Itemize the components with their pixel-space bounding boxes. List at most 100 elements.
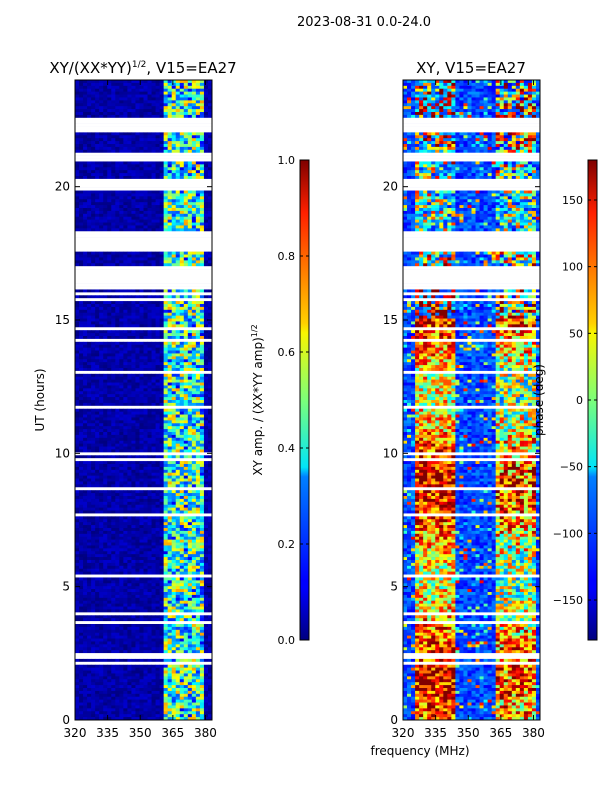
amp-cell [79, 388, 84, 392]
amp-cell [135, 510, 140, 514]
amp-cell [199, 484, 205, 488]
amp-cell [115, 472, 120, 476]
amp-cell [171, 208, 177, 212]
amp-cell [107, 85, 112, 90]
amp-cell [163, 213, 168, 218]
amp-cell [155, 528, 160, 532]
amp-cell [135, 400, 140, 404]
amp-cell [75, 210, 80, 215]
amp-cell [107, 190, 112, 194]
amp-cell [135, 309, 140, 314]
amp-cell [79, 472, 84, 476]
amp-cell [155, 530, 160, 535]
amp-cell [175, 222, 181, 226]
amp-cell [151, 225, 156, 229]
amp-cell [83, 304, 88, 308]
amp-cell [159, 490, 164, 494]
amp-cell [123, 397, 128, 401]
amp-cell [91, 568, 96, 572]
amp-cell [179, 516, 185, 520]
amp-cell [151, 533, 156, 538]
amp-cell [203, 321, 209, 325]
amp-cell [99, 391, 104, 395]
amp-cell [111, 135, 116, 139]
amp-cell [127, 379, 132, 383]
amp-cell [131, 82, 136, 87]
amp-cell [111, 528, 116, 532]
amp-cell [199, 333, 205, 337]
amp-cell [155, 344, 160, 348]
amp-cell [87, 516, 92, 520]
amp-cell [155, 251, 160, 255]
amp-cell [183, 333, 189, 337]
amp-cell [95, 213, 100, 218]
amp-cell [75, 109, 80, 113]
amp-cell [155, 309, 160, 314]
amp-cell [115, 455, 120, 459]
amp-cell [127, 376, 132, 380]
amp-cell [135, 542, 140, 546]
amp-cell [119, 562, 124, 567]
amp-cell [139, 577, 144, 581]
amp-cell [159, 391, 164, 395]
amp-cell [163, 135, 168, 139]
amp-cell [91, 350, 96, 354]
amp-cell [115, 490, 120, 494]
amp-cell [75, 577, 80, 581]
amp-cell [135, 394, 140, 398]
amp-cell [139, 254, 144, 258]
amp-cell [127, 82, 132, 87]
amp-cell [195, 80, 201, 84]
amp-cell [75, 420, 80, 424]
amp-cell [91, 376, 96, 380]
amp-cell [199, 336, 205, 340]
amp-cell [147, 219, 152, 223]
amp-cell [91, 106, 96, 110]
amp-cell [135, 548, 140, 552]
amp-cell [159, 528, 164, 532]
amp-cell [183, 356, 189, 360]
amp-cell [103, 580, 108, 584]
amp-cell [103, 315, 108, 319]
amp-cell [131, 562, 136, 567]
amp-cell [203, 91, 209, 95]
amp-cell [191, 536, 197, 540]
amp-cell [207, 388, 212, 392]
amp-cell [103, 545, 108, 549]
amp-cell [95, 106, 100, 110]
amp-cell [151, 97, 156, 101]
amp-cell [131, 97, 136, 101]
amp-cell [171, 347, 177, 351]
amp-cell [163, 210, 168, 215]
amp-cell [179, 379, 185, 383]
amp-cell [151, 365, 156, 369]
amp-cell [163, 408, 168, 412]
amp-cell [123, 551, 128, 555]
amp-cell [179, 330, 185, 334]
amp-cell [183, 202, 189, 206]
amp-cell [139, 423, 144, 427]
amp-cell [183, 251, 189, 255]
amp-cell [203, 583, 209, 587]
amp-cell [167, 146, 173, 151]
amp-cell [131, 208, 136, 212]
amp-cell [83, 490, 88, 494]
amp-cell [115, 167, 120, 171]
amp-title-sup: 1/2 [132, 60, 146, 70]
amp-cell [207, 554, 212, 558]
amp-cell [79, 114, 84, 119]
amp-cell [143, 501, 148, 506]
amp-cell [131, 170, 136, 174]
amp-cell [123, 216, 128, 220]
amp-cell [119, 528, 124, 532]
amp-cell [207, 190, 212, 194]
amp-cell [175, 603, 181, 607]
amp-cell [195, 196, 201, 200]
amp-cell [135, 228, 140, 232]
amp-cell [187, 400, 193, 404]
amp-cell [103, 94, 108, 98]
amp-cell [147, 202, 152, 206]
amp-cell [111, 522, 116, 526]
amp-cell [107, 434, 112, 439]
amp-cell [139, 504, 144, 508]
